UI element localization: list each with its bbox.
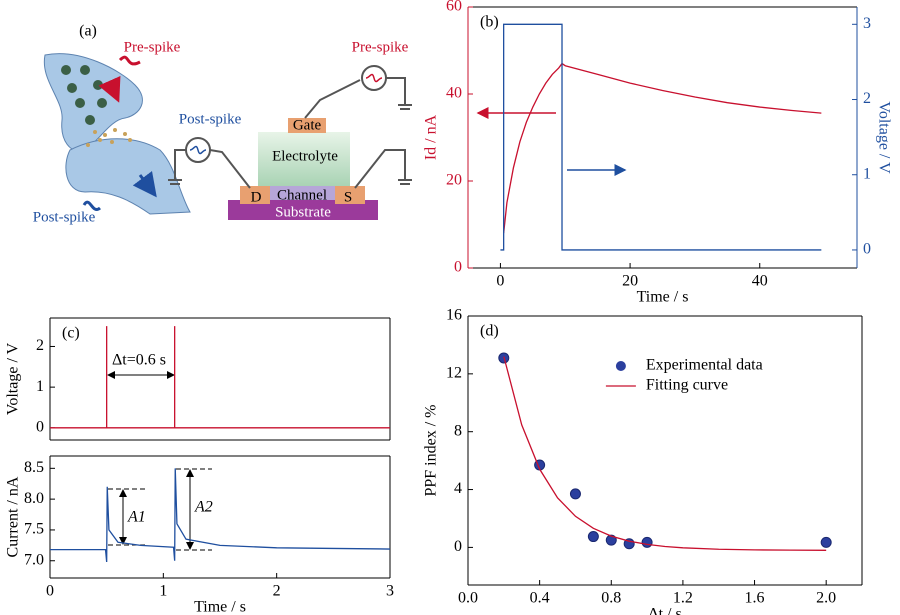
y2-tick-label: 2: [863, 90, 871, 107]
line: [50, 326, 390, 429]
y2-tick-label: 0: [863, 241, 871, 258]
x-tick-label: 1: [159, 583, 167, 600]
line: [500, 23, 822, 251]
y-axis-label: Id / nA: [423, 114, 440, 160]
y-tick-label: 20: [446, 172, 462, 189]
y-tick-label: 1: [36, 378, 44, 395]
label: Pre-spike: [124, 39, 181, 55]
spike-wave: [118, 55, 141, 66]
y-tick-label: 4: [454, 480, 462, 497]
y-tick-label: 7.5: [24, 521, 44, 538]
y2-tick-label: 3: [863, 15, 871, 32]
y-tick-label: 8.0: [24, 490, 44, 507]
x-tick-label: 40: [752, 273, 768, 290]
arrow: [132, 171, 157, 198]
legend-label: Experimental data: [646, 357, 763, 374]
label: D: [251, 189, 262, 205]
x-tick-label: 0: [496, 273, 504, 290]
point: [587, 531, 599, 543]
x-axis-label: Δt / s: [648, 606, 681, 615]
x-tick-label: 0.4: [530, 590, 550, 607]
x-tick-label: 0.8: [601, 590, 621, 607]
drain: [240, 186, 270, 204]
y-tick-label: 0: [36, 418, 44, 435]
y-axis-label: Voltage / V: [5, 342, 22, 415]
label: Gate: [293, 117, 322, 133]
annotation: A1: [127, 509, 146, 526]
label: Post-spike: [33, 209, 96, 225]
diagram: (a) Pre-spike Post-spike Post-spike Pre-…: [33, 23, 412, 225]
y-tick-label: 12: [446, 365, 462, 382]
x-axis-label: Time / s: [194, 599, 246, 615]
channel: [255, 186, 345, 200]
x-axis-label: Time / s: [637, 289, 689, 306]
source: [335, 186, 365, 204]
y2-axis-label: Voltage / V: [875, 101, 892, 174]
y-tick-label: 2: [36, 337, 44, 354]
label: Pre-spike: [352, 39, 409, 55]
y-tick-label: 60: [446, 0, 462, 15]
y-tick-label: 16: [446, 307, 462, 324]
arrow: [98, 75, 121, 103]
line: [503, 356, 827, 551]
x-tick-label: 3: [386, 583, 394, 600]
y-axis-label: Current / nA: [5, 476, 22, 557]
panel-label: (a): [79, 23, 97, 40]
label: Channel: [277, 187, 327, 203]
y-tick-label: 40: [446, 85, 462, 102]
label: S: [344, 189, 352, 205]
pre-neuron: [43, 53, 143, 152]
y-tick-label: 0: [454, 259, 462, 276]
annotation: Δt=0.6 s: [112, 352, 166, 369]
substrate: [228, 200, 378, 220]
electrolyte: [258, 132, 350, 186]
y-tick-label: 8: [454, 422, 462, 439]
y-tick-label: 0: [454, 538, 462, 555]
gate: [288, 118, 326, 133]
label: Post-spike: [179, 111, 242, 127]
y2-tick-label: 1: [863, 165, 871, 182]
signal: [365, 73, 383, 83]
line: [50, 468, 391, 563]
legend-label: Fitting curve: [646, 377, 728, 394]
panel-label: (c): [62, 325, 80, 342]
y-tick-label: 7.0: [24, 551, 44, 568]
panel-label: (b): [480, 14, 499, 31]
spike-wave: [82, 200, 101, 211]
point: [605, 534, 617, 546]
legend-marker: [615, 361, 626, 371]
probes: [168, 65, 412, 189]
y-tick-label: 8.5: [24, 459, 44, 476]
x-tick-label: 1.2: [673, 590, 693, 607]
transmitters: [86, 128, 132, 147]
label: Substrate: [275, 204, 331, 220]
line: [503, 62, 822, 234]
x-tick-label: 1.6: [745, 590, 765, 607]
x-tick-label: 0.0: [458, 590, 478, 607]
x-tick-label: 2.0: [816, 590, 836, 607]
point: [641, 536, 653, 548]
y-axis-label: PPF index / %: [423, 404, 440, 496]
x-tick-label: 20: [622, 273, 638, 290]
panel-label: (d): [480, 323, 499, 340]
signal: [189, 145, 207, 155]
post-neuron: [65, 138, 191, 215]
x-tick-label: 0: [46, 583, 54, 600]
label: Electrolyte: [272, 148, 338, 164]
point: [569, 488, 581, 500]
annotation: A2: [194, 499, 213, 516]
x-tick-label: 2: [273, 583, 281, 600]
point: [820, 536, 832, 548]
